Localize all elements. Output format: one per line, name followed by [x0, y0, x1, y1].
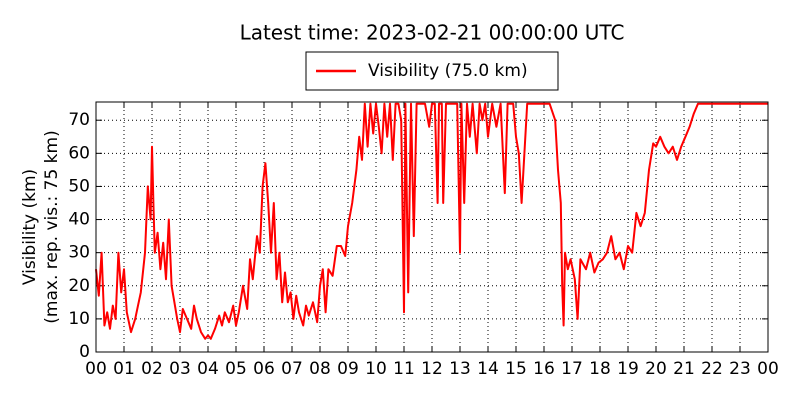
x-tick-label: 06 [253, 359, 275, 379]
x-tick-label: 13 [449, 359, 471, 379]
x-tick-label: 08 [309, 359, 331, 379]
x-tick-label: 14 [477, 359, 499, 379]
x-tick-label: 21 [673, 359, 695, 379]
x-tick-label: 12 [421, 359, 443, 379]
legend-label: Visibility (75.0 km) [368, 61, 528, 81]
x-tick-label: 05 [225, 359, 247, 379]
x-tick-label: 00 [85, 359, 107, 379]
x-tick-label: 04 [197, 359, 219, 379]
x-tick-label: 22 [701, 359, 723, 379]
y-tick-label: 70 [68, 110, 90, 130]
x-tick-label: 16 [533, 359, 555, 379]
x-tick-label: 11 [393, 359, 415, 379]
x-tick-label: 18 [589, 359, 611, 379]
y-axis-label-line: (max. rep. vis.: 75 km) [42, 130, 62, 323]
x-tick-label: 02 [141, 359, 163, 379]
x-tick-label: 17 [561, 359, 583, 379]
x-tick-label: 15 [505, 359, 527, 379]
y-tick-label: 50 [68, 176, 90, 196]
y-tick-label: 0 [79, 342, 90, 362]
x-tick-label: 23 [729, 359, 751, 379]
x-tick-label: 01 [113, 359, 135, 379]
y-tick-label: 30 [68, 243, 90, 263]
x-tick-label: 00 [757, 359, 779, 379]
x-tick-label: 10 [365, 359, 387, 379]
y-tick-label: 60 [68, 143, 90, 163]
x-tick-label: 07 [281, 359, 303, 379]
y-tick-label: 20 [68, 276, 90, 296]
y-tick-label: 40 [68, 210, 90, 230]
y-tick-label: 10 [68, 309, 90, 329]
y-axis-label-line: Visibility (km) [20, 169, 40, 285]
x-tick-label: 03 [169, 359, 191, 379]
chart-title: Latest time: 2023-02-21 00:00:00 UTC [240, 21, 625, 45]
plot-frame [95, 101, 769, 353]
data-line [95, 102, 768, 340]
y-axis-label: Visibility (km) (max. rep. vis.: 75 km) [20, 130, 62, 323]
x-tick-label: 09 [337, 359, 359, 379]
x-tick-label: 19 [617, 359, 639, 379]
x-tick-label: 20 [645, 359, 667, 379]
